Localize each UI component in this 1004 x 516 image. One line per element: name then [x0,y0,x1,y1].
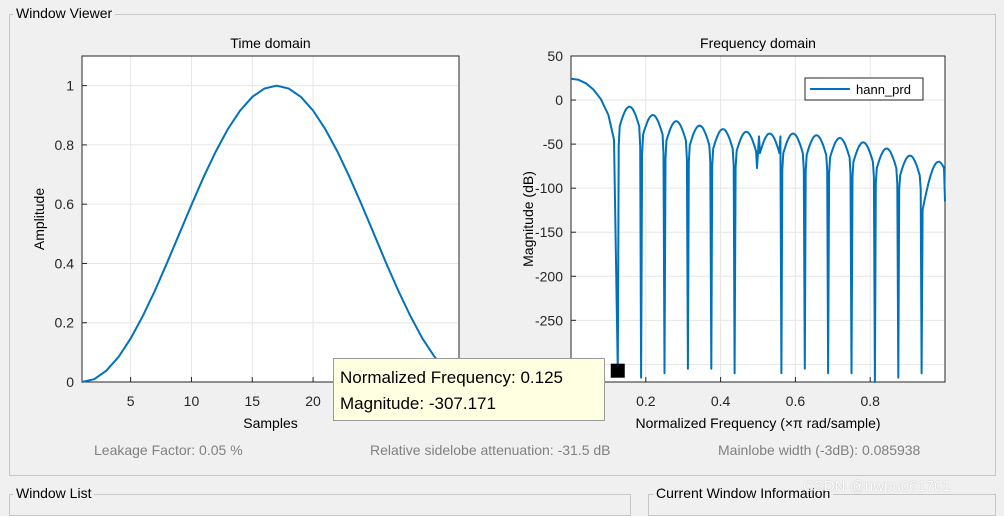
time-xlabel: Samples [243,415,297,431]
time-ytick-label: 1 [66,78,74,94]
freq-ytick-label: -100 [535,180,563,196]
window-viewer-panel [9,14,996,476]
window-list-panel [9,494,631,516]
watermark-text: CSDN @nwpu061701 [803,478,951,495]
freq-title: Frequency domain [700,35,816,51]
datatip-marker [610,363,625,378]
time-ytick-label: 0.8 [55,137,75,153]
legend-label: hann_prd [856,82,911,97]
data-tip-frequency: Normalized Frequency: 0.125 [340,368,564,387]
time-ytick-label: 0.6 [55,196,75,212]
time-xtick-label: 10 [184,393,200,409]
freq-ylabel: Magnitude (dB) [520,171,536,267]
current-window-info-title: Current Window Information [653,485,834,501]
time-series-line [81,84,460,383]
freq-xlabel: Normalized Frequency (×π rad/sample) [635,415,880,431]
window-list-title: Window List [13,485,95,501]
freq-ytick-label: 50 [547,48,563,64]
time-ytick-label: 0 [66,374,74,390]
time-plot-area [82,56,459,382]
time-xtick-label: 15 [244,393,260,409]
sidelobe-attenuation-text: Relative sidelobe attenuation: -31.5 dB [370,442,611,458]
freq-axes-box [570,55,946,383]
leakage-factor-text: Leakage Factor: 0.05 % [94,442,243,458]
freq-ytick-label: 0 [555,92,563,108]
legend-box [804,77,924,101]
time-xtick-label: 5 [127,393,135,409]
data-tip: Normalized Frequency: 0.125 Magnitude: -… [333,358,605,421]
freq-ytick-label: -150 [535,224,563,240]
time-ytick-label: 0.4 [55,255,75,271]
time-axes-box [81,55,460,383]
freq-series-line [570,77,946,383]
time-title: Time domain [230,35,310,51]
freq-xtick-label: 0.2 [636,393,656,409]
mainlobe-width-text: Mainlobe width (-3dB): 0.085938 [718,442,921,458]
freq-xtick-label: 0.8 [860,393,880,409]
time-ytick-label: 0.2 [55,315,75,331]
freq-ytick-label: -200 [535,268,563,284]
freq-ytick-label: -250 [535,312,563,328]
time-xtick-label: 20 [305,393,321,409]
freq-xtick-label: 0.6 [786,393,806,409]
data-tip-magnitude: Magnitude: -307.171 [340,394,496,413]
freq-plot-area [571,56,945,382]
frequency-domain-plot[interactable]: 0.20.40.60.8500-50-100-150-200-250-300Fr… [0,0,1004,505]
window-viewer-title: Window Viewer [13,5,116,21]
time-ylabel: Amplitude [31,188,47,250]
freq-xtick-label: 0.4 [711,393,731,409]
freq-ytick-label: -50 [543,136,563,152]
